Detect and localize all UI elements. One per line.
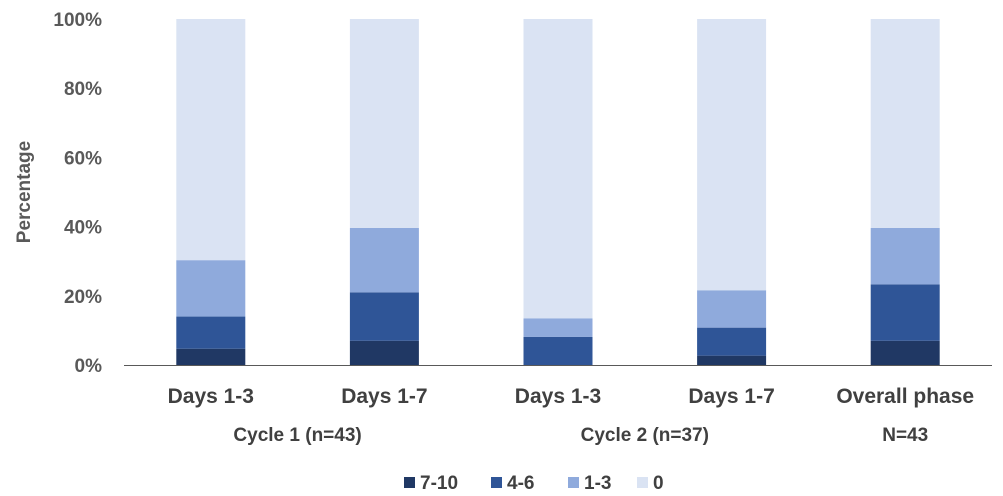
y-tick-label: 20% [64,287,102,308]
y-tick-label: 40% [64,218,102,239]
bar-segment-1-3 [349,227,419,293]
legend-swatch [637,477,648,488]
bar-segment-7-10 [349,340,419,365]
bar-segment-0 [176,19,246,261]
category-label: Days 1-3 [515,385,601,408]
bar-segment-0 [349,19,419,228]
bar-segment-4-6 [697,327,767,356]
bar-segment-0 [697,19,767,291]
bar-segment-7-10 [697,355,767,365]
bar-segment-7-10 [176,348,246,365]
y-axis-ticks: 0% 20% 40% 60% 80% 100% [53,10,102,377]
y-tick-label: 80% [64,79,102,100]
bar-segment-0 [523,19,593,319]
category-label: Days 1-7 [341,385,427,408]
legend-label: 4-6 [507,473,534,494]
legend-swatch [491,477,502,488]
legend: 7-10 4-6 1-3 0 [404,473,664,494]
bar-segment-1-3 [176,260,246,317]
bar-segment-7-10 [870,340,940,365]
legend-label: 1-3 [584,473,611,494]
y-tick-label: 0% [75,356,103,377]
bar-segment-4-6 [523,336,593,365]
bar-segment-0 [870,19,940,228]
category-label: Overall phase [836,385,974,408]
group-label: N=43 [882,425,928,446]
bar-segment-4-6 [349,292,419,341]
legend-swatch [568,477,579,488]
group-label: Cycle 2 (n=37) [581,425,709,446]
legend-label: 0 [653,473,664,494]
category-labels: Days 1-3 Days 1-7 Days 1-3 Days 1-7 Overall … [168,385,974,408]
y-axis-label: Percentage [14,141,35,243]
category-label: Days 1-3 [168,385,254,408]
bar-segment-1-3 [523,318,593,337]
bars [176,19,940,365]
bar-segment-1-3 [697,290,767,328]
legend-swatch [404,477,415,488]
group-label: Cycle 1 (n=43) [233,425,361,446]
bar-segment-4-6 [176,316,246,349]
category-label: Days 1-7 [688,385,774,408]
y-tick-label: 100% [53,10,102,31]
bar-segment-1-3 [870,227,940,285]
bar-segment-4-6 [870,284,940,341]
y-tick-label: 60% [64,148,102,169]
legend-label: 7-10 [420,473,458,494]
group-labels: Cycle 1 (n=43) Cycle 2 (n=37) N=43 [233,425,928,446]
